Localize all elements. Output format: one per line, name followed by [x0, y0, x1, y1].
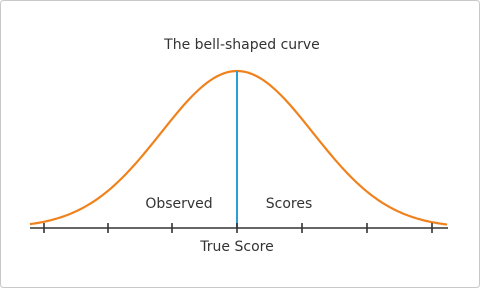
right-label: Scores — [266, 196, 313, 212]
axis-ticks — [43, 223, 433, 233]
left-label: Observed — [145, 196, 212, 212]
bell-curve — [29, 69, 448, 226]
axis-label: True Score — [199, 239, 273, 255]
title: The bell-shaped curve — [163, 37, 320, 53]
